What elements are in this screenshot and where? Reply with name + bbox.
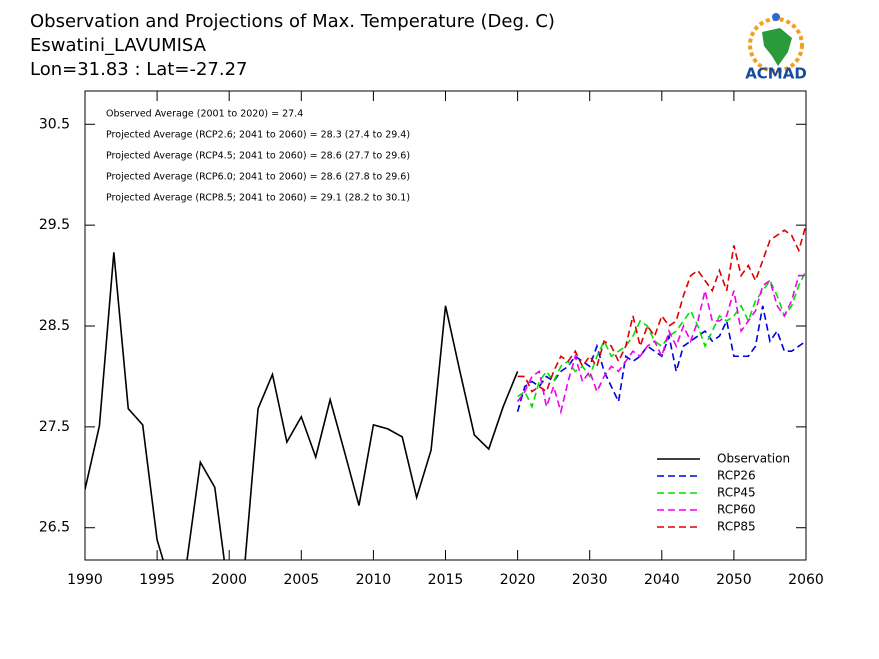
annotation: Projected Average (RCP8.5; 2041 to 2060)… (106, 193, 410, 204)
x-tick-label: 1990 (67, 572, 103, 588)
y-tick-label: 26.5 (39, 520, 70, 536)
x-tick-label: 2005 (283, 572, 319, 588)
annotation: Projected Average (RCP6.0; 2041 to 2060)… (106, 172, 410, 183)
legend-label: RCP26 (717, 469, 756, 483)
x-tick-label: 2060 (788, 572, 824, 588)
chart-subtitle: Eswatini_LAVUMISA (30, 35, 207, 56)
logo-drop (772, 13, 780, 21)
location: Lon=31.83 : Lat=-27.27 (30, 59, 247, 80)
series-line (517, 224, 806, 393)
x-tick-label: 1995 (139, 572, 175, 588)
logo-text: ACMAD (745, 65, 807, 83)
annotation: Projected Average (RCP4.5; 2041 to 2060)… (106, 151, 410, 162)
legend-label: Observation (717, 452, 790, 466)
series-line (517, 270, 806, 409)
x-tick-label: 2050 (716, 572, 752, 588)
x-tick-label: 2010 (356, 572, 392, 588)
chart-title: Observation and Projections of Max. Temp… (30, 11, 555, 32)
y-tick-label: 28.5 (39, 318, 70, 334)
logo: ACMAD (745, 13, 807, 83)
y-tick-label: 30.5 (39, 116, 70, 132)
y-tick-label: 29.5 (39, 217, 70, 233)
series-line (85, 252, 519, 560)
series-line (516, 305, 806, 412)
x-tick-label: 2040 (644, 572, 680, 588)
x-tick-label: 2000 (211, 572, 247, 588)
legend-label: RCP85 (717, 520, 756, 534)
logo-africa (762, 28, 792, 66)
x-tick-label: 2030 (572, 572, 608, 588)
series-line (516, 274, 806, 415)
x-tick-label: 2015 (428, 572, 464, 588)
y-tick-label: 27.5 (39, 419, 70, 435)
legend-label: RCP45 (717, 486, 756, 500)
x-tick-label: 2020 (500, 572, 536, 588)
plot-area (85, 224, 806, 560)
annotation: Projected Average (RCP2.6; 2041 to 2060)… (106, 130, 410, 141)
annotation: Observed Average (2001 to 2020) = 27.4 (106, 109, 303, 120)
legend-label: RCP60 (717, 503, 756, 517)
